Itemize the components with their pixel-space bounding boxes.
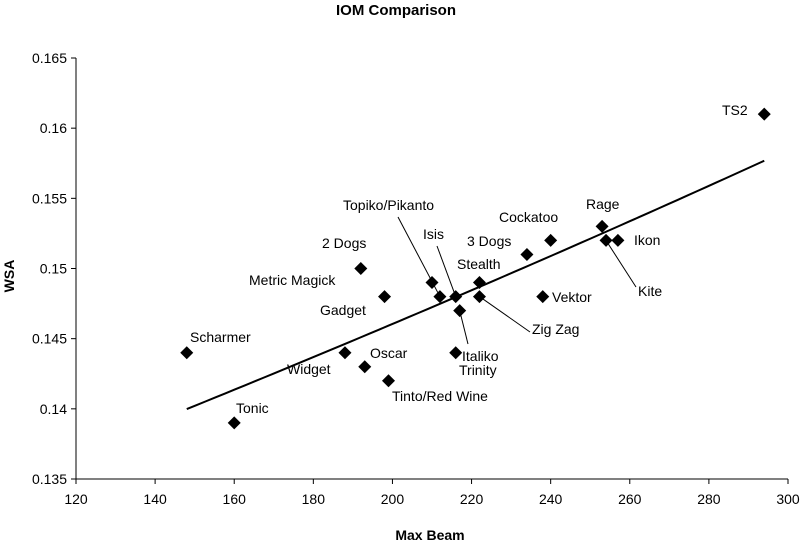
x-axis-title: Max Beam xyxy=(395,527,464,542)
point-label: Italiko xyxy=(462,348,499,364)
trendline xyxy=(186,159,765,410)
leader-line xyxy=(436,245,457,297)
leader-line xyxy=(605,240,637,288)
point-label: Topiko/Pikanto xyxy=(343,197,434,213)
data-point xyxy=(180,346,194,360)
x-tick-label: 140 xyxy=(143,491,167,507)
point-label: Ikon xyxy=(634,232,660,248)
y-tick-label: 0.165 xyxy=(32,50,67,66)
y-tick-label: 0.15 xyxy=(40,261,67,277)
point-label: Cockatoo xyxy=(499,209,558,225)
y-tick-label: 0.145 xyxy=(32,331,67,347)
x-tick-label: 220 xyxy=(460,491,484,507)
data-point xyxy=(378,290,392,304)
y-tick-label: 0.135 xyxy=(32,471,67,487)
y-tick-label: 0.16 xyxy=(40,120,67,136)
x-tick-label: 120 xyxy=(64,491,88,507)
data-point xyxy=(595,219,609,233)
point-label: Isis xyxy=(423,226,444,242)
x-tick-label: 260 xyxy=(618,491,642,507)
data-point xyxy=(338,346,352,360)
data-point xyxy=(227,416,241,430)
leader-line xyxy=(397,216,441,297)
data-point xyxy=(449,346,463,360)
data-point xyxy=(381,374,395,388)
plot-area: 0.135 0.14 0.145 0.15 0.155 0.16 0.165 120 140 16… xyxy=(32,50,800,507)
point-label: Gadget xyxy=(320,302,366,318)
point-label: TS2 xyxy=(722,102,748,118)
y-axis-title: WSA xyxy=(1,260,17,293)
x-tick-label: 300 xyxy=(776,491,800,507)
data-point xyxy=(536,290,550,304)
point-label: Trinity xyxy=(459,362,497,378)
y-tick-label: 0.155 xyxy=(32,190,67,206)
point-label: Metric Magick xyxy=(249,272,336,288)
point-label: Tonic xyxy=(236,400,269,416)
chart-title: IOM Comparison xyxy=(336,2,456,19)
point-label: Tinto/Red Wine xyxy=(392,388,488,404)
data-point xyxy=(520,247,534,261)
point-label: Rage xyxy=(586,196,620,212)
point-label: Vektor xyxy=(552,289,592,305)
leader-line xyxy=(479,296,531,333)
y-tick-label: 0.14 xyxy=(40,401,67,417)
data-point xyxy=(354,262,368,275)
point-label: 3 Dogs xyxy=(467,233,511,249)
leader-line xyxy=(459,310,469,345)
data-point xyxy=(358,360,372,374)
point-label: Kite xyxy=(638,283,662,299)
x-tick-label: 280 xyxy=(697,491,721,507)
point-label: Zig Zag xyxy=(532,321,579,337)
data-point xyxy=(757,107,771,121)
x-tick-label: 200 xyxy=(381,491,405,507)
point-label: Scharmer xyxy=(190,329,251,345)
x-tick-label: 240 xyxy=(539,491,563,507)
data-point xyxy=(544,233,558,247)
data-point xyxy=(472,276,486,290)
data-point xyxy=(611,233,625,247)
point-label: 2 Dogs xyxy=(322,235,366,251)
point-label: Stealth xyxy=(457,256,501,272)
point-label: Widget xyxy=(287,361,331,377)
x-tick-label: 180 xyxy=(302,491,326,507)
point-label: Oscar xyxy=(370,345,408,361)
x-tick-label: 160 xyxy=(223,491,247,507)
